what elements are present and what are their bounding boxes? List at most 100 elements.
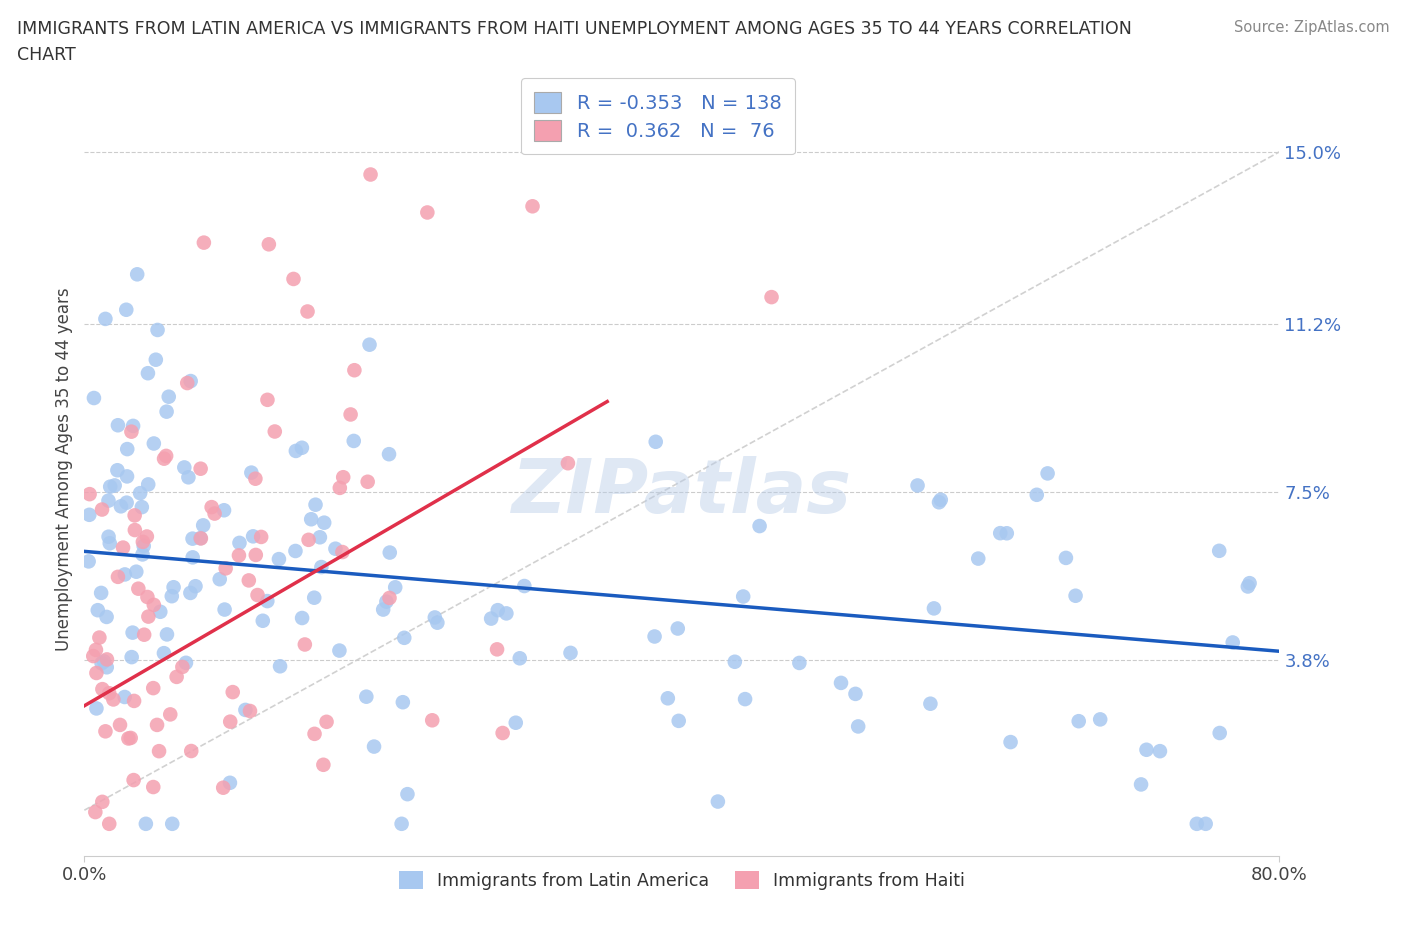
Point: [846, 719, 869, 734]
Point: [724, 655, 747, 670]
Point: [356, 689, 378, 704]
Point: [416, 205, 439, 219]
Point: [142, 681, 165, 696]
Point: [107, 569, 129, 584]
Point: [86, 666, 108, 681]
Point: [360, 167, 382, 182]
Point: [122, 694, 145, 709]
Point: [122, 418, 145, 433]
Point: [378, 545, 401, 560]
Point: [228, 548, 250, 563]
Point: [312, 757, 335, 772]
Point: [560, 645, 582, 660]
Point: [256, 593, 278, 608]
Point: [135, 817, 157, 831]
Point: [284, 543, 307, 558]
Point: [110, 498, 132, 513]
Point: [283, 272, 305, 286]
Point: [343, 363, 366, 378]
Point: [505, 715, 527, 730]
Point: [84, 804, 107, 819]
Point: [219, 714, 242, 729]
Point: [245, 548, 267, 563]
Point: [98, 817, 121, 831]
Point: [384, 580, 406, 595]
Point: [127, 581, 149, 596]
Point: [104, 478, 127, 493]
Point: [1067, 713, 1090, 728]
Point: [245, 472, 267, 486]
Point: [145, 352, 167, 367]
Point: [79, 508, 101, 523]
Point: [115, 469, 138, 484]
Point: [136, 365, 159, 380]
Point: [190, 461, 212, 476]
Point: [1209, 725, 1232, 740]
Point: [162, 579, 184, 594]
Point: [172, 659, 194, 674]
Point: [132, 535, 155, 550]
Text: ZIPatlas: ZIPatlas: [512, 457, 852, 529]
Point: [190, 531, 212, 546]
Point: [267, 551, 290, 566]
Point: [212, 503, 235, 518]
Point: [235, 702, 257, 717]
Point: [284, 444, 307, 458]
Point: [153, 645, 176, 660]
Point: [94, 724, 117, 738]
Point: [492, 725, 515, 740]
Point: [1239, 576, 1261, 591]
Legend: Immigrants from Latin America, Immigrants from Haiti: Immigrants from Latin America, Immigrant…: [392, 865, 972, 897]
Point: [256, 392, 278, 407]
Point: [378, 591, 401, 605]
Point: [666, 621, 689, 636]
Point: [96, 609, 118, 624]
Point: [928, 495, 950, 510]
Point: [156, 627, 179, 642]
Point: [1036, 466, 1059, 481]
Point: [315, 714, 337, 729]
Point: [269, 658, 291, 673]
Point: [332, 545, 354, 560]
Point: [121, 625, 143, 640]
Point: [124, 508, 146, 523]
Point: [214, 602, 236, 617]
Point: [257, 237, 280, 252]
Point: [142, 779, 165, 794]
Point: [98, 536, 121, 551]
Point: [149, 604, 172, 619]
Point: [302, 591, 325, 605]
Point: [138, 609, 160, 624]
Point: [250, 529, 273, 544]
Point: [82, 648, 104, 663]
Point: [77, 554, 100, 569]
Point: [155, 405, 177, 419]
Point: [180, 744, 202, 759]
Point: [94, 312, 117, 326]
Text: CHART: CHART: [17, 46, 76, 64]
Point: [107, 463, 129, 478]
Point: [343, 433, 366, 448]
Point: [176, 376, 198, 391]
Point: [748, 519, 770, 534]
Point: [180, 374, 202, 389]
Point: [392, 695, 415, 710]
Point: [120, 730, 142, 745]
Point: [215, 561, 238, 576]
Text: IMMIGRANTS FROM LATIN AMERICA VS IMMIGRANTS FROM HAITI UNEMPLOYMENT AMONG AGES 3: IMMIGRANTS FROM LATIN AMERICA VS IMMIGRA…: [17, 20, 1132, 38]
Point: [131, 547, 153, 562]
Point: [86, 701, 108, 716]
Point: [246, 588, 269, 603]
Point: [97, 493, 120, 508]
Point: [193, 235, 215, 250]
Point: [97, 529, 120, 544]
Point: [304, 726, 326, 741]
Point: [1135, 742, 1157, 757]
Point: [157, 390, 180, 405]
Point: [87, 603, 110, 618]
Point: [242, 529, 264, 544]
Point: [920, 697, 942, 711]
Point: [222, 684, 245, 699]
Point: [420, 712, 443, 727]
Point: [761, 289, 783, 304]
